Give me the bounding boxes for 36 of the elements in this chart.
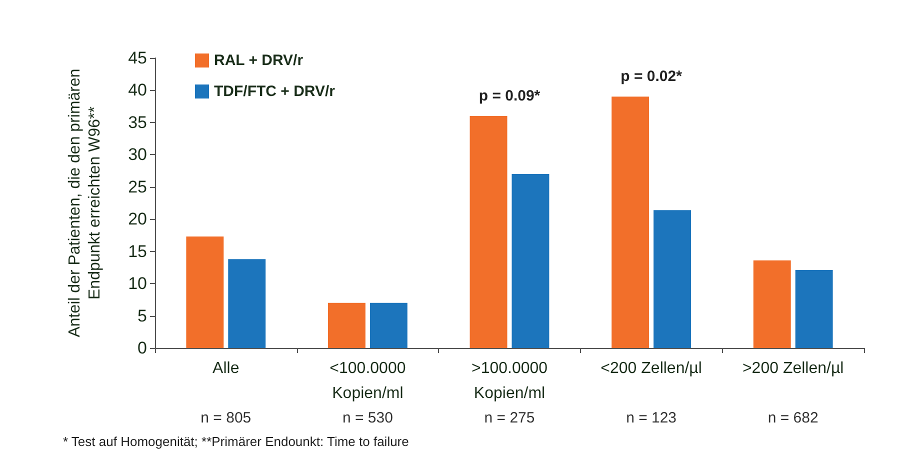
x-tick-label: <200 Zellen/µl [600,360,702,377]
y-tick-label: 30 [128,145,147,164]
bar [370,302,408,348]
text: n = 123 [626,410,677,426]
text: n = 805 [200,410,252,426]
bar [328,302,366,348]
x-tick-label: >200 Zellen/µl [742,360,844,377]
bar [654,210,692,348]
bar [228,259,266,348]
y-tick-label: 5 [138,306,147,326]
y-tick-label: 35 [128,112,147,132]
y-tick-label: 15 [128,242,147,261]
y-tick-label: 20 [128,210,147,229]
annotation: p = 0.02* [620,68,682,86]
x-tick-label: >100.0000 Kopien/ml [471,360,548,402]
legend-label: TDF/FTC + DRV/r [214,83,336,100]
bar [512,174,550,348]
bar [186,236,224,348]
y-tick-label: 45 [128,48,147,68]
text: n = 682 [768,410,818,426]
bar [795,270,833,348]
text: * Test auf Homogenität; **Primärer Endounkt: Time to failure [63,434,409,449]
y-axis-title: Anteil der Patienten, die den primären Endpunkt erreichten W96** [66,68,104,338]
bar [753,260,791,348]
text: n = 530 [342,410,393,426]
x-tick-label: <100.0000 Kopien/ml [330,360,406,402]
y-tick-label: 0 [138,338,147,358]
y-tick-label: 10 [128,274,147,294]
y-tick-label: 40 [128,80,147,100]
annotation: p = 0.09* [478,88,540,104]
bar [612,96,650,348]
text: n = 275 [484,410,535,426]
bar [470,116,508,348]
x-tick-label: Alle [212,360,240,377]
legend-label: RAL + DRV/r [214,52,304,69]
y-tick-label: 25 [128,177,147,196]
